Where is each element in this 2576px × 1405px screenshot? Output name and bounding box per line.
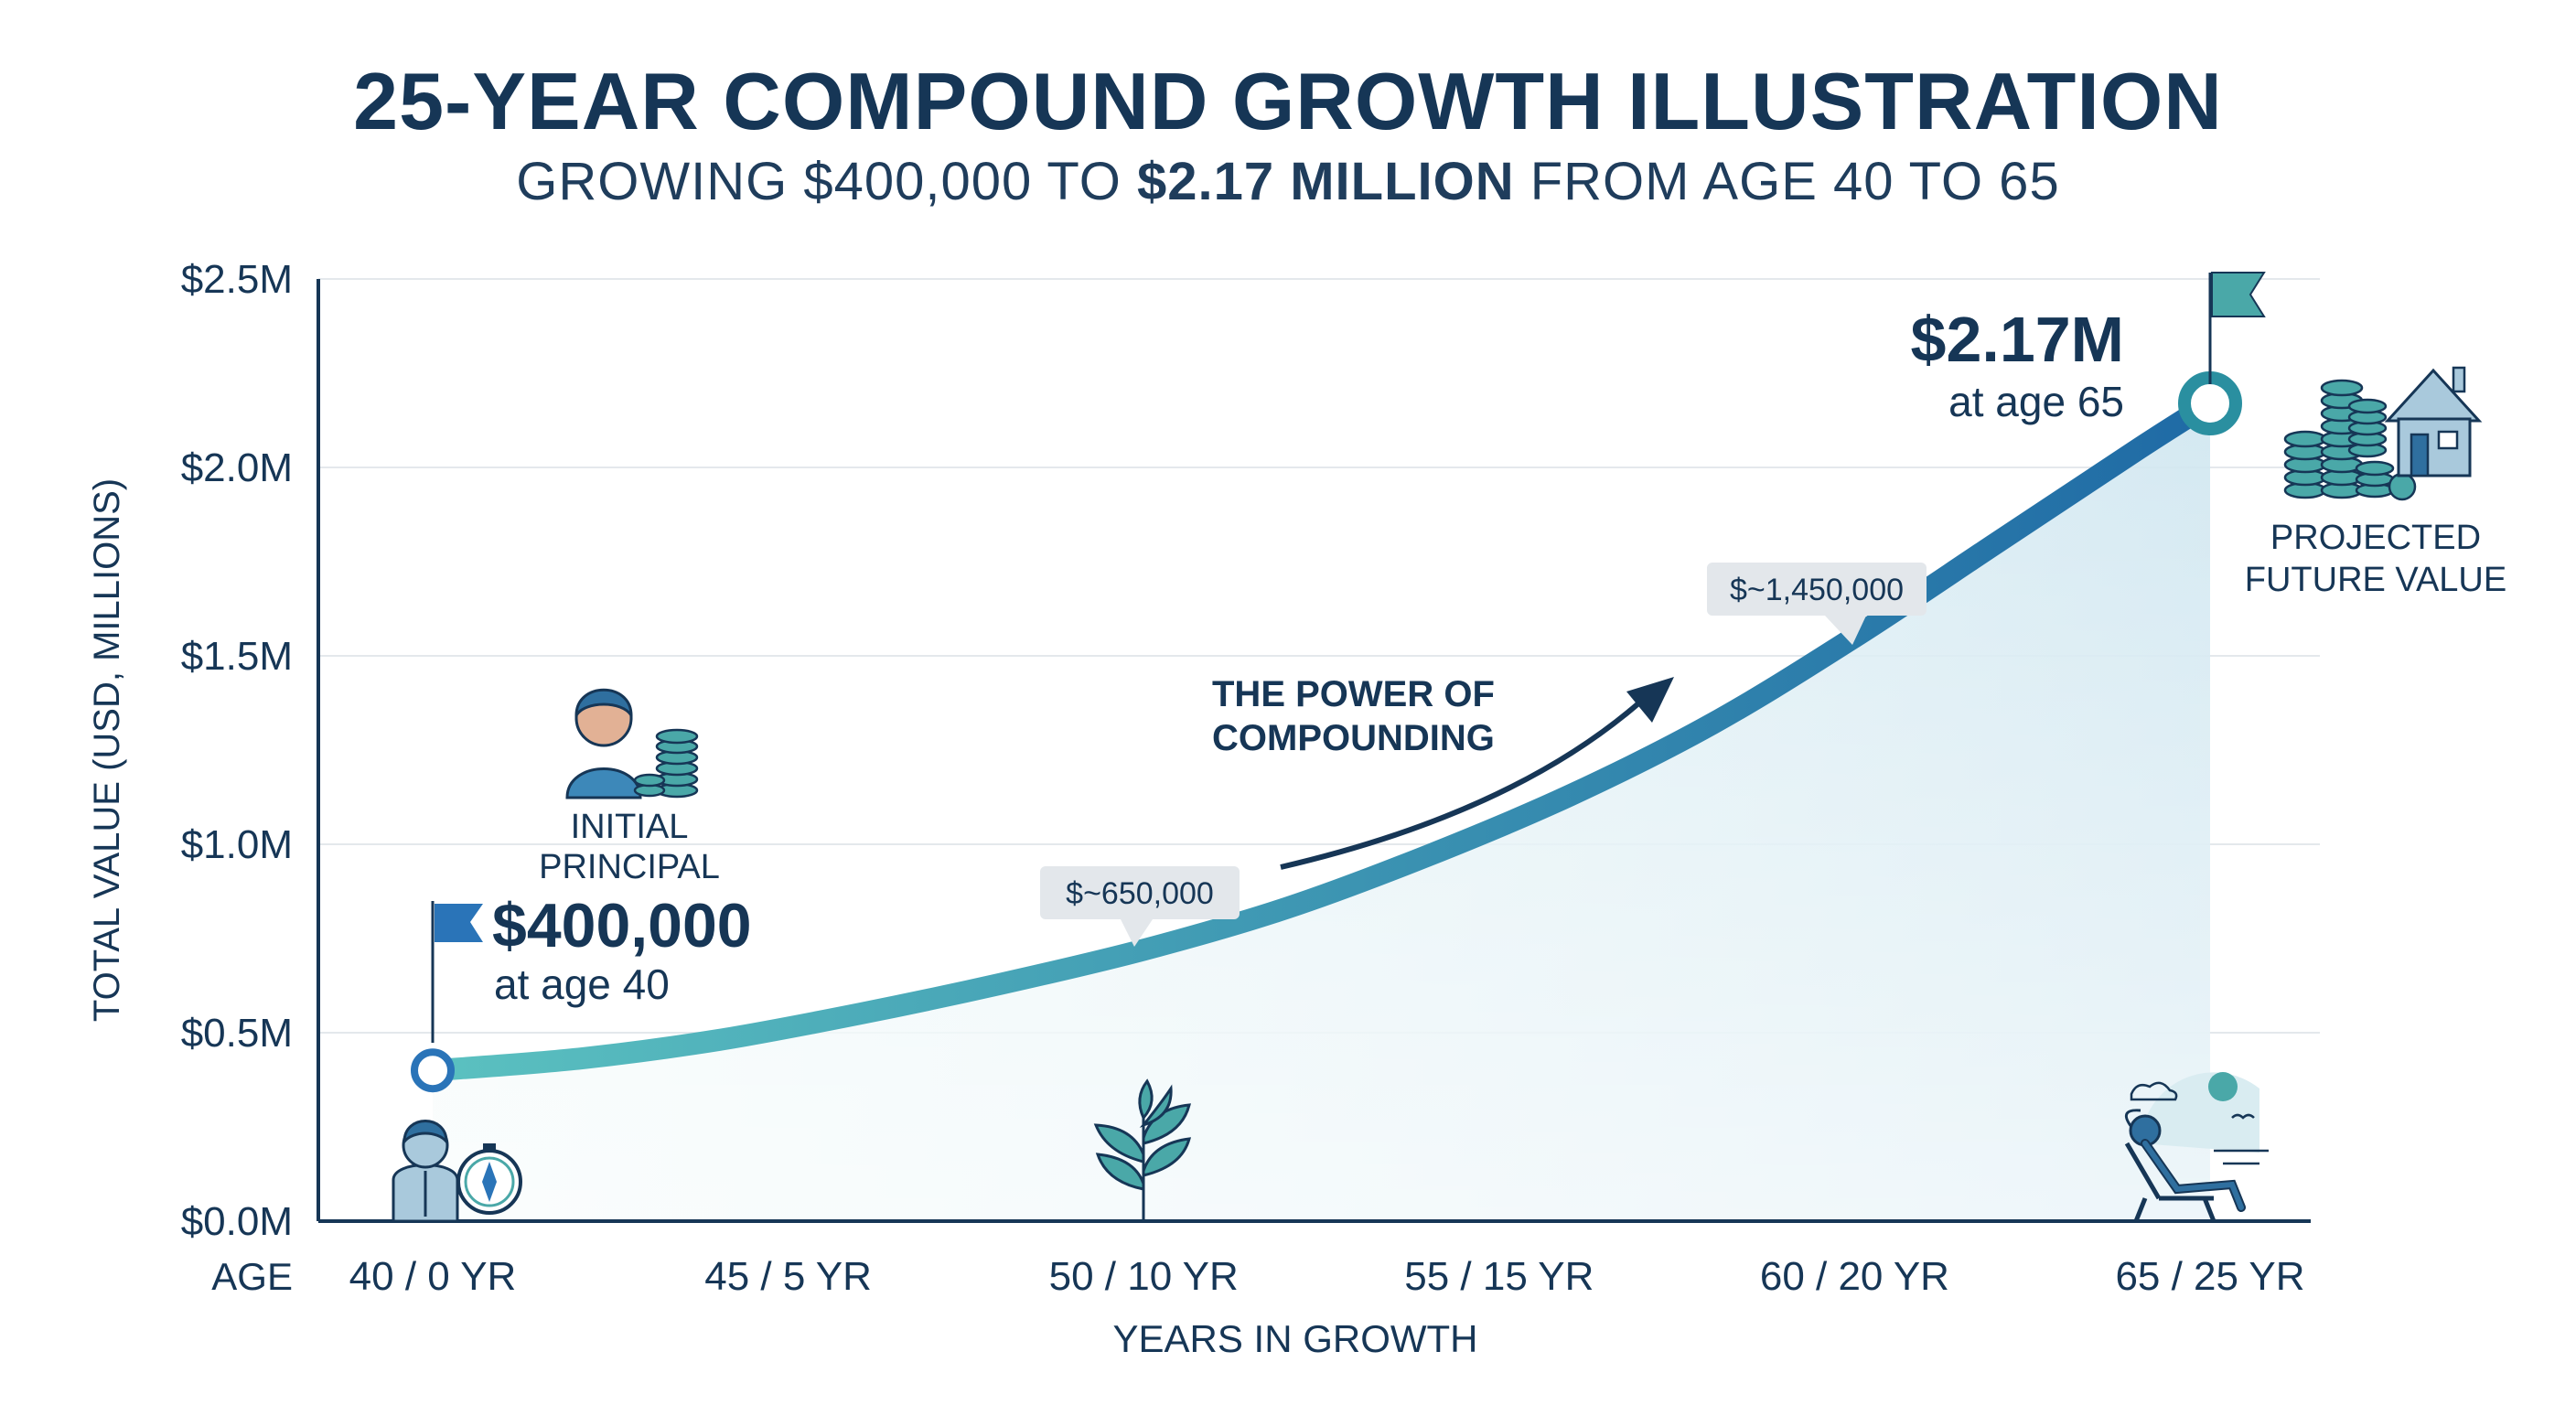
start-flag-icon	[435, 904, 483, 942]
start-caption-line2: PRINCIPAL	[539, 848, 720, 886]
y-tick-labels: $0.0M $0.5M $1.0M $1.5M $2.0M $2.5M	[181, 257, 293, 1244]
y-tick-label: $0.5M	[181, 1011, 293, 1056]
y-tick-label: $2.0M	[181, 445, 293, 490]
area-fade-shape	[433, 402, 2210, 1222]
end-caption-line2: FUTURE VALUE	[2245, 561, 2506, 599]
end-caption-line1: PROJECTED	[2270, 519, 2481, 557]
x-tick-label: 65 / 25 YR	[2115, 1254, 2304, 1299]
start-value: $400,000	[492, 891, 752, 960]
x-axis-title: YEARS IN GROWTH	[1112, 1317, 1477, 1360]
x-tick-labels: 40 / 0 YR 45 / 5 YR 50 / 10 YR 55 / 15 YR 60…	[349, 1254, 2305, 1299]
end-flag-icon	[2211, 272, 2266, 317]
start-caption-line1: INITIAL	[571, 808, 689, 846]
person-coins-icon	[565, 688, 699, 799]
x-tick-label: 45 / 5 YR	[704, 1254, 872, 1299]
power-label-line2: COMPOUNDING	[1212, 718, 1495, 758]
end-value: $2.17M	[1911, 304, 2124, 375]
start-point-marker	[411, 1048, 455, 1093]
relaxing-chair-icon	[2124, 1072, 2269, 1222]
callout-650k-label: $~650,000	[1066, 876, 1214, 911]
y-tick-label: $2.5M	[181, 257, 293, 302]
sapling-icon	[1093, 1078, 1192, 1221]
y-axis-title: TOTAL VALUE (USD, MILLIONS)	[87, 478, 127, 1022]
callout-1450k: $~1,450,000	[1707, 563, 1927, 645]
callout-1450k-label: $~1,450,000	[1730, 573, 1904, 607]
power-label-line1: THE POWER OF	[1212, 674, 1495, 714]
chart-subtitle: GROWING $400,000 TO $2.17 MILLION FROM A…	[516, 152, 2060, 211]
y-tick-label: $0.0M	[181, 1199, 293, 1244]
y-tick-label: $1.0M	[181, 822, 293, 867]
growth-line	[422, 391, 2221, 1082]
x-tick-label: 40 / 0 YR	[349, 1254, 517, 1299]
start-sub: at age 40	[494, 960, 670, 1008]
x-tick-label: 50 / 10 YR	[1049, 1254, 1239, 1299]
x-tick-label: 60 / 20 YR	[1760, 1254, 1949, 1299]
chart-title: 25-YEAR COMPOUND GROWTH ILLUSTRATION	[353, 56, 2223, 146]
power-arrow-head-icon	[1626, 677, 1674, 723]
power-arrow-curve	[1280, 702, 1639, 870]
end-sub: at age 65	[1948, 378, 2124, 425]
callout-650k: $~650,000	[1040, 866, 1240, 947]
area-fill	[433, 402, 2210, 1222]
coins-house-icon	[2283, 366, 2483, 501]
end-point-marker	[2178, 370, 2242, 435]
x-prefix-label: AGE	[211, 1255, 293, 1298]
person-compass-icon	[392, 1120, 522, 1223]
x-tick-label: 55 / 15 YR	[1404, 1254, 1594, 1299]
y-tick-label: $1.5M	[181, 634, 293, 679]
